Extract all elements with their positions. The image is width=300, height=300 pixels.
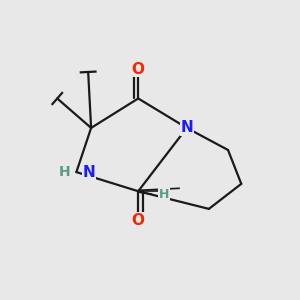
Text: N: N bbox=[180, 120, 193, 135]
Text: O: O bbox=[132, 61, 145, 76]
Text: H: H bbox=[159, 188, 169, 201]
Text: O: O bbox=[132, 213, 145, 228]
Text: N: N bbox=[82, 165, 95, 180]
Text: H: H bbox=[59, 165, 70, 179]
